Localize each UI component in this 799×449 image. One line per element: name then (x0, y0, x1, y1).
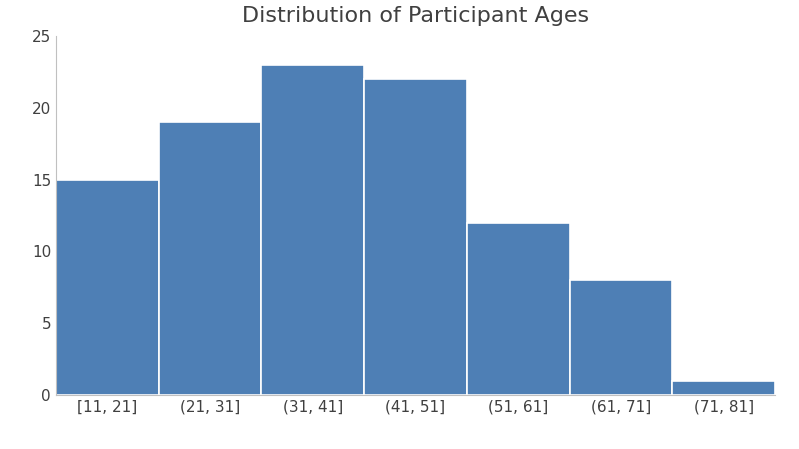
Bar (261, 65, 364, 395)
Bar (570, 280, 672, 395)
Bar (364, 79, 467, 395)
Bar (56, 180, 159, 395)
Bar (467, 223, 570, 395)
Bar (672, 381, 775, 395)
Bar (159, 122, 261, 395)
Title: Distribution of Participant Ages: Distribution of Participant Ages (242, 6, 589, 26)
